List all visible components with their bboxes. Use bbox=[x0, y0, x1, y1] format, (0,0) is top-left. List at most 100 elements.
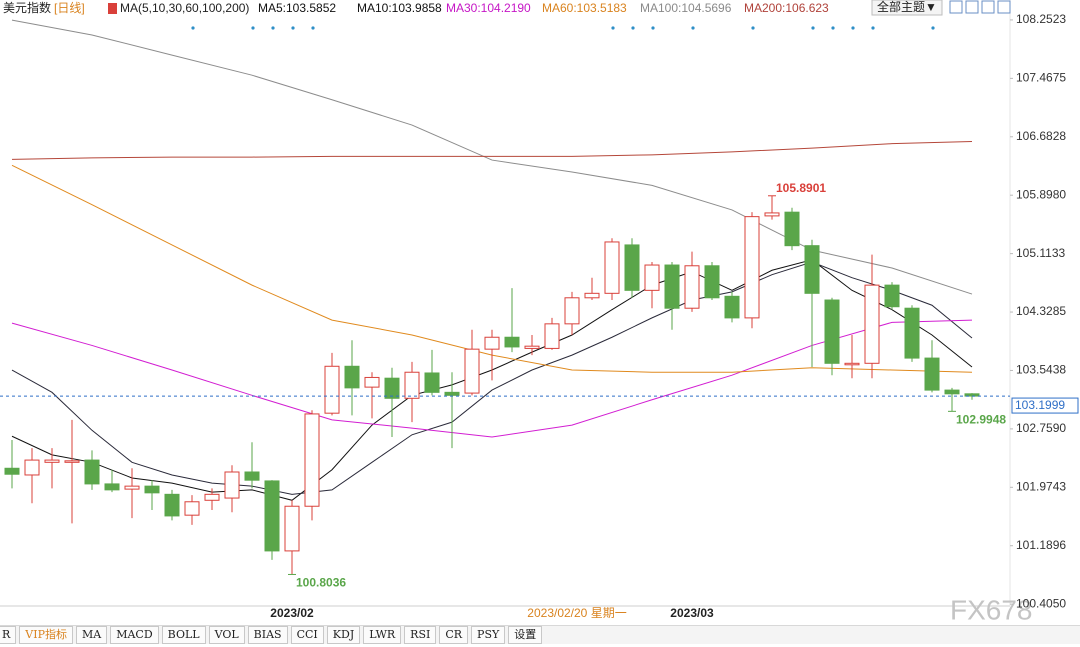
move-left[interactable] bbox=[981, 0, 995, 14]
candle-body bbox=[644, 264, 660, 291]
candle-body bbox=[384, 377, 400, 399]
legend-entry: MA10:103.9858 bbox=[357, 1, 442, 15]
ma-line bbox=[11, 140, 973, 160]
toolbar-button[interactable]: VOL bbox=[208, 626, 245, 644]
candle-body bbox=[824, 299, 840, 364]
candle-body bbox=[504, 336, 520, 348]
candle-body bbox=[324, 365, 340, 414]
legend-entry: MA30:104.2190 bbox=[446, 1, 531, 15]
candle-body bbox=[364, 376, 380, 388]
last-price-box bbox=[1011, 397, 1079, 414]
candle-body bbox=[344, 365, 360, 389]
candle-body bbox=[724, 295, 740, 319]
candle-body bbox=[144, 485, 160, 494]
period: [日线] bbox=[54, 1, 85, 15]
candle-body bbox=[484, 336, 500, 350]
candle-body bbox=[744, 216, 760, 319]
candle-body bbox=[864, 284, 880, 364]
toolbar-button[interactable]: RSI bbox=[404, 626, 437, 644]
move-right[interactable] bbox=[997, 0, 1011, 14]
annotation-label: 100.8036 bbox=[296, 576, 346, 590]
y-tick-label: 101.9743 bbox=[1016, 479, 1066, 493]
candle-body bbox=[264, 480, 280, 552]
candle-body bbox=[84, 459, 100, 485]
candle-body bbox=[924, 357, 940, 391]
candle-body bbox=[24, 459, 40, 476]
toolbar-button[interactable]: MA bbox=[76, 626, 108, 644]
y-tick-label: 107.4675 bbox=[1016, 71, 1066, 85]
theme-button[interactable] bbox=[871, 0, 943, 16]
candle-body bbox=[944, 389, 960, 395]
y-tick-label: 100.4050 bbox=[1016, 596, 1066, 610]
candle-body bbox=[704, 265, 720, 299]
candle-body bbox=[464, 348, 480, 394]
toolbar-button[interactable]: CR bbox=[439, 626, 469, 644]
y-tick-label: 104.3285 bbox=[1016, 304, 1066, 318]
cursor-label: 2023/02/20 星期一 bbox=[527, 606, 626, 620]
candle-body bbox=[244, 471, 260, 481]
toolbar-button[interactable]: PSY bbox=[471, 626, 506, 644]
y-tick-label: 101.1896 bbox=[1016, 538, 1066, 552]
candle-body bbox=[844, 362, 860, 366]
candle-body bbox=[784, 211, 800, 247]
chart: 美元指数 [日线] MA(5,10,30,60,100,200) 全部主题▼ 2… bbox=[0, 0, 1080, 625]
toolbar-button[interactable]: R bbox=[0, 626, 17, 644]
candle-body bbox=[904, 307, 920, 359]
candle-body bbox=[224, 471, 240, 499]
legend-entry: MA5:103.5852 bbox=[258, 1, 336, 15]
annotation-label: 102.9948 bbox=[956, 413, 1006, 427]
candle-body bbox=[884, 284, 900, 308]
zoom-out[interactable] bbox=[965, 0, 979, 14]
candle-body bbox=[404, 371, 420, 399]
tool-icons bbox=[949, 0, 1011, 14]
toolbar-button[interactable]: LWR bbox=[363, 626, 402, 644]
ma-icon bbox=[108, 3, 117, 14]
legend-entry: MA100:104.5696 bbox=[640, 1, 732, 15]
candle-body bbox=[424, 372, 440, 393]
candle-body bbox=[664, 264, 680, 309]
candle-body bbox=[164, 493, 180, 517]
candle-body bbox=[544, 323, 560, 349]
x-tick-label: 2023/02 bbox=[270, 606, 314, 620]
candle-body bbox=[804, 245, 820, 294]
candle-body bbox=[304, 413, 320, 507]
candle-body bbox=[604, 241, 620, 294]
toolbar-button[interactable]: KDJ bbox=[326, 626, 361, 644]
toolbar-button[interactable]: 设置 bbox=[508, 626, 543, 644]
candle-body bbox=[124, 485, 140, 490]
y-tick-label: 102.7590 bbox=[1016, 421, 1066, 435]
y-tick-label: 105.1133 bbox=[1016, 246, 1065, 260]
chart-title: 美元指数 bbox=[3, 0, 51, 15]
candle-body bbox=[4, 467, 20, 475]
toolbar-button[interactable]: CCI bbox=[290, 626, 324, 644]
candle-body bbox=[204, 493, 220, 501]
y-tick-label: 103.5438 bbox=[1016, 363, 1066, 377]
candle-body bbox=[764, 212, 780, 217]
toolbar-button[interactable]: BIAS bbox=[247, 626, 288, 644]
candle-body bbox=[444, 391, 460, 396]
x-tick-label: 2023/03 bbox=[670, 606, 714, 620]
zoom-in[interactable] bbox=[949, 0, 963, 14]
candle-body bbox=[64, 460, 80, 463]
legend-entry: MA200:106.623 bbox=[744, 1, 829, 15]
y-tick-label: 105.8980 bbox=[1016, 187, 1066, 201]
theme-button-label[interactable]: 全部主题▼ bbox=[877, 0, 937, 14]
y-tick-label: 106.6828 bbox=[1016, 129, 1066, 143]
toolbar-button[interactable]: MACD bbox=[110, 626, 159, 644]
candle-body bbox=[104, 483, 120, 491]
candle-body bbox=[564, 297, 580, 325]
toolbar-button[interactable]: BOLL bbox=[161, 626, 206, 644]
background bbox=[0, 0, 1080, 625]
indicator-toolbar: R VIP指标 MA MACD BOLL VOL BIAS CCI KDJ LWR RSI CR PSY… bbox=[0, 625, 1080, 644]
legend-entry: MA60:103.5183 bbox=[542, 1, 627, 15]
last-price-label: 103.1999 bbox=[1015, 398, 1065, 412]
y-tick-label: 108.2523 bbox=[1016, 12, 1066, 26]
candle-body bbox=[684, 265, 700, 309]
toolbar-button[interactable]: VIP指标 bbox=[19, 626, 73, 644]
candle-body bbox=[524, 345, 540, 349]
candle-body bbox=[584, 292, 600, 299]
watermark: FX678 bbox=[950, 594, 1033, 625]
candle-body bbox=[44, 459, 60, 463]
ma-label: MA(5,10,30,60,100,200) bbox=[120, 1, 249, 15]
